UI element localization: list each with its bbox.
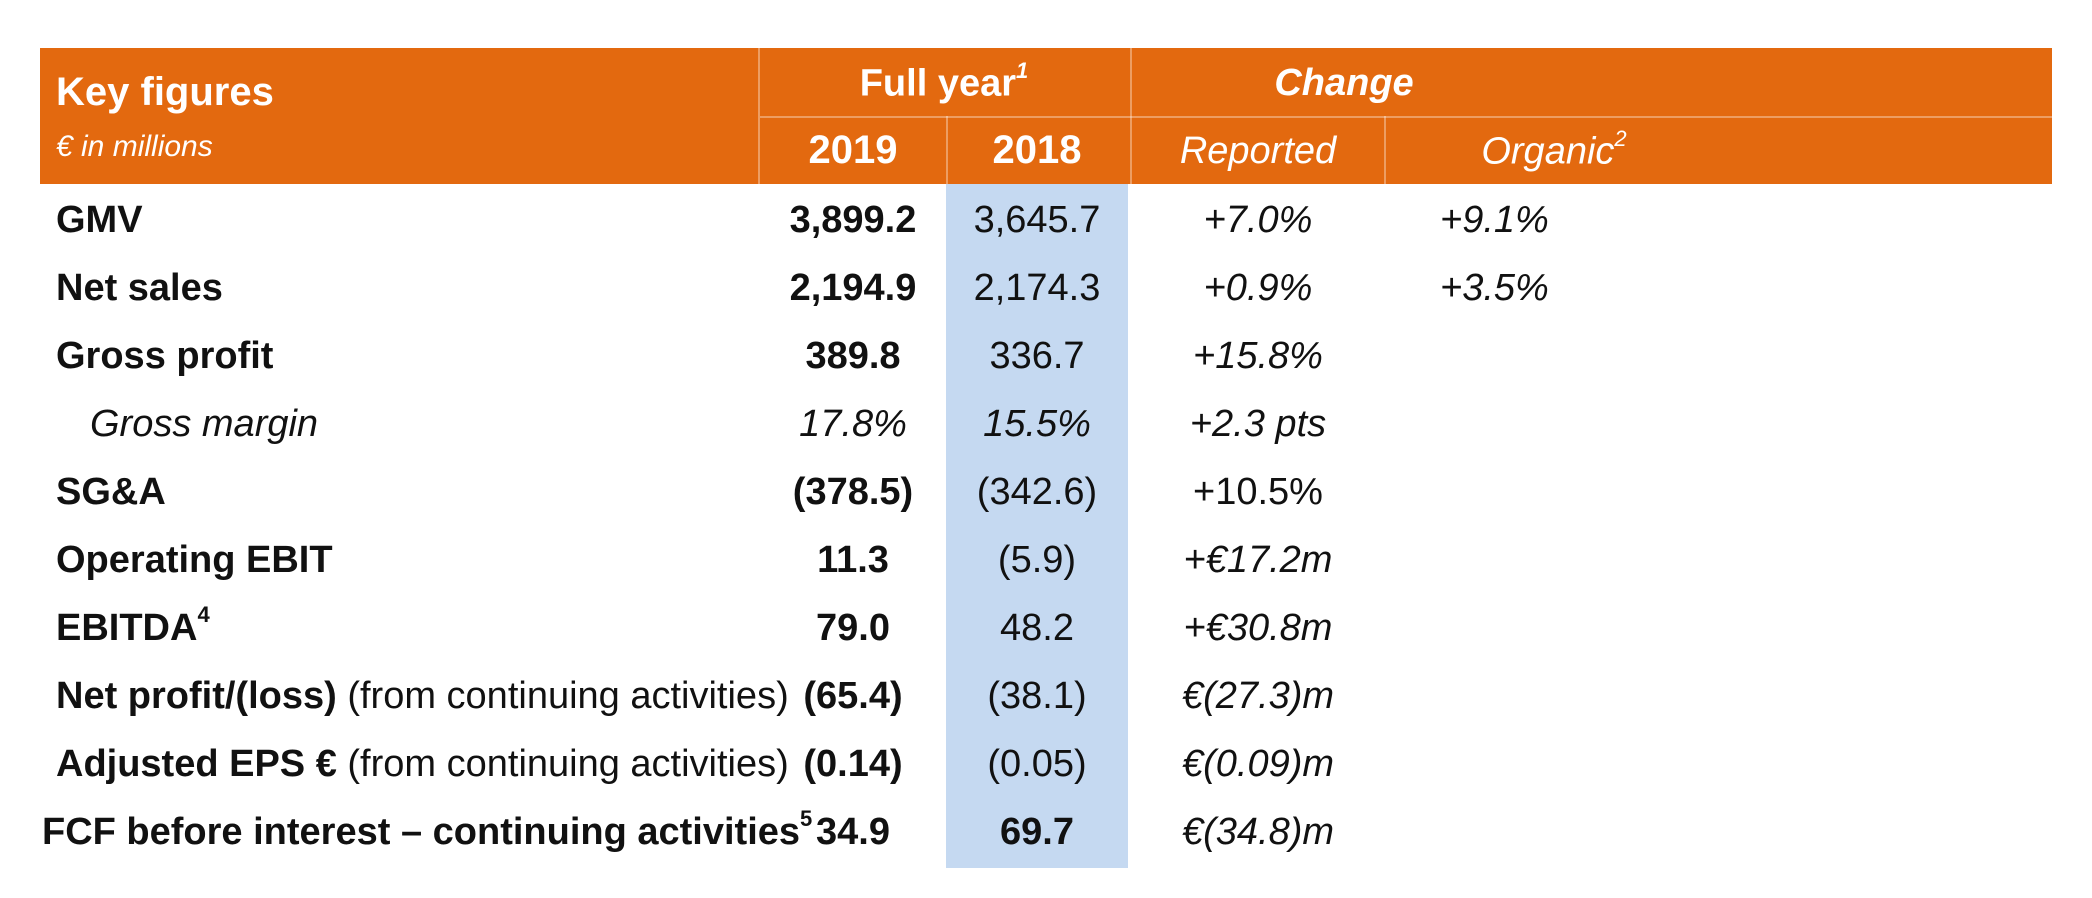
value-reported: €(34.8)m bbox=[1181, 811, 1335, 853]
value-reported: +€30.8m bbox=[1183, 607, 1333, 649]
row-label: SG&A bbox=[56, 471, 166, 513]
table-row-ebitda: EBITDA4 79.0 48.2 +€30.8m bbox=[40, 594, 2052, 662]
row-label-suffix: (from continuing activities) bbox=[336, 743, 789, 785]
footnote-marker: 5 bbox=[800, 806, 813, 832]
highlight-column-2018 bbox=[946, 184, 1128, 868]
row-label: Net profit/(loss) bbox=[56, 675, 337, 717]
row-label-suffix: (from continuing activities) bbox=[336, 675, 789, 717]
header-divider bbox=[946, 116, 948, 184]
full-year-header: Full year1 bbox=[760, 58, 1128, 106]
header-divider bbox=[1384, 116, 1386, 184]
row-label: Net sales bbox=[56, 267, 223, 309]
footnote-marker: 4 bbox=[197, 602, 210, 628]
row-label: Adjusted EPS € bbox=[56, 743, 337, 785]
value-reported: €(27.3)m bbox=[1181, 675, 1335, 717]
row-label-group: EBITDA4 bbox=[56, 594, 210, 662]
col-header-reported: Reported bbox=[1179, 130, 1337, 172]
value-2018: (0.05) bbox=[987, 743, 1087, 785]
full-year-label: Full year bbox=[859, 62, 1017, 105]
value-2019: 34.9 bbox=[816, 811, 890, 853]
row-label-group: Adjusted EPS € (from continuing activiti… bbox=[56, 730, 789, 798]
header-divider bbox=[758, 48, 760, 184]
value-reported: +€17.2m bbox=[1183, 539, 1333, 581]
table-row-net-profit: Net profit/(loss) (from continuing activ… bbox=[40, 662, 2052, 730]
full-year-footnote: 1 bbox=[1016, 58, 1029, 83]
organic-footnote: 2 bbox=[1614, 126, 1627, 151]
value-2019: 11.3 bbox=[817, 539, 889, 581]
unit-label: € in millions bbox=[56, 130, 213, 163]
col-header-2019: 2019 bbox=[808, 128, 898, 172]
value-organic: +9.1% bbox=[1440, 199, 1549, 241]
value-2018: 69.7 bbox=[1000, 811, 1074, 853]
value-2018: 336.7 bbox=[989, 335, 1085, 377]
value-2019: (378.5) bbox=[792, 471, 914, 513]
value-2018: 15.5% bbox=[983, 403, 1091, 445]
table-row-fcf: FCF before interest – continuing activit… bbox=[40, 798, 2052, 866]
value-reported: +10.5% bbox=[1193, 471, 1323, 513]
value-2018: (38.1) bbox=[987, 675, 1087, 717]
row-label-group: FCF before interest – continuing activit… bbox=[42, 798, 812, 866]
organic-label: Organic bbox=[1481, 130, 1615, 173]
value-2018: 3,645.7 bbox=[973, 199, 1101, 241]
header-divider bbox=[760, 116, 2052, 118]
value-reported: +0.9% bbox=[1203, 267, 1313, 309]
table-row-gross-margin: Gross margin 17.8% 15.5% +2.3 pts bbox=[40, 390, 2052, 458]
key-figures-table: Key figures € in millions Full year1 Cha… bbox=[40, 48, 2052, 868]
value-2018: 48.2 bbox=[1000, 607, 1074, 649]
row-label: Gross margin bbox=[90, 403, 319, 445]
value-2019: 2,194.9 bbox=[789, 267, 917, 309]
table-row-adjusted-eps: Adjusted EPS € (from continuing activiti… bbox=[40, 730, 2052, 798]
col-header-organic: Organic2 bbox=[1384, 126, 1724, 174]
row-label: Operating EBIT bbox=[56, 539, 333, 581]
value-reported: +2.3 pts bbox=[1189, 403, 1327, 445]
value-2019: 389.8 bbox=[805, 335, 901, 377]
col-header-2018: 2018 bbox=[992, 128, 1082, 172]
value-2019: (65.4) bbox=[803, 675, 903, 717]
change-header: Change bbox=[1274, 62, 1414, 104]
row-label: EBITDA bbox=[56, 607, 198, 649]
value-2018: (342.6) bbox=[976, 471, 1098, 513]
value-2019: 3,899.2 bbox=[789, 199, 917, 241]
table-title: Key figures bbox=[56, 70, 274, 114]
value-organic: +3.5% bbox=[1440, 267, 1549, 309]
value-2018: 2,174.3 bbox=[973, 267, 1101, 309]
table-row-gross-profit: Gross profit 389.8 336.7 +15.8% bbox=[40, 322, 2052, 390]
value-reported: €(0.09)m bbox=[1181, 743, 1335, 785]
row-label: Gross profit bbox=[56, 335, 274, 377]
table-row-net-sales: Net sales 2,194.9 2,174.3 +0.9% +3.5% bbox=[40, 254, 2052, 322]
row-label: FCF before interest – continuing activit… bbox=[42, 811, 801, 853]
row-label: GMV bbox=[56, 199, 143, 241]
table-row-gmv: GMV 3,899.2 3,645.7 +7.0% +9.1% bbox=[40, 186, 2052, 254]
table-row-operating-ebit: Operating EBIT 11.3 (5.9) +€17.2m bbox=[40, 526, 2052, 594]
value-2019: (0.14) bbox=[803, 743, 903, 785]
row-label-group: Net profit/(loss) (from continuing activ… bbox=[56, 662, 789, 730]
table-row-sga: SG&A (378.5) (342.6) +10.5% bbox=[40, 458, 2052, 526]
value-reported: +7.0% bbox=[1203, 199, 1313, 241]
value-2018: (5.9) bbox=[997, 539, 1077, 581]
value-2019: 17.8% bbox=[799, 403, 907, 445]
table-header: Key figures € in millions Full year1 Cha… bbox=[40, 48, 2052, 184]
value-2019: 79.0 bbox=[816, 607, 890, 649]
header-divider bbox=[1130, 48, 1132, 184]
value-reported: +15.8% bbox=[1193, 335, 1323, 377]
